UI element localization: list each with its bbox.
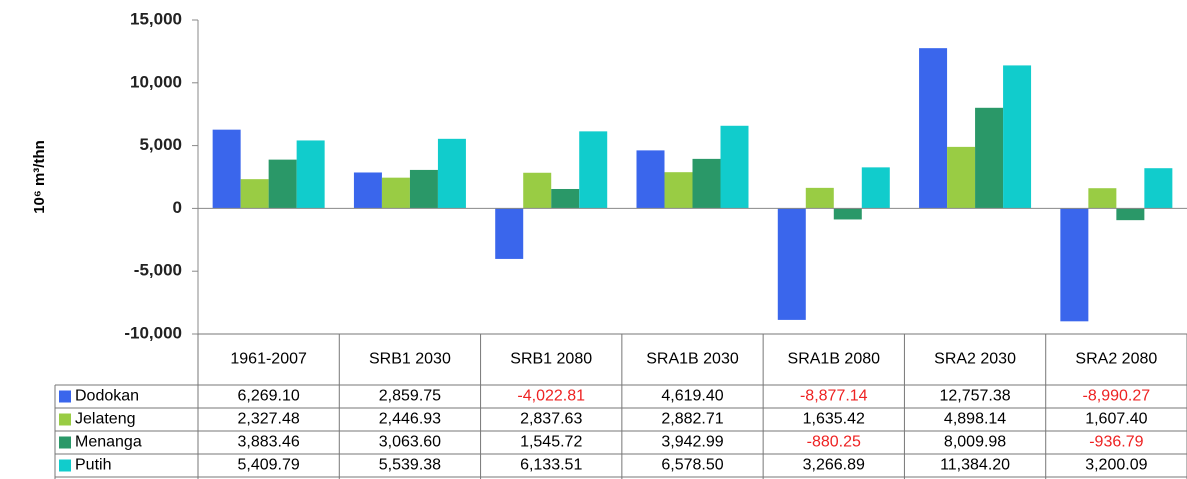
legend-swatch [59, 459, 71, 472]
data-label: -8,877.14 [800, 388, 868, 405]
data-label: 1,607.40 [1085, 411, 1147, 428]
legend-label: Dodokan [75, 388, 139, 405]
data-label: 1,545.72 [520, 434, 582, 451]
y-tick-label: 5,000 [139, 135, 182, 154]
data-label: 11,384.20 [940, 457, 1010, 474]
bar [1116, 208, 1145, 221]
data-label: 12,757.38 [939, 388, 1010, 405]
data-label: 2,327.48 [238, 411, 300, 428]
data-label: 8,009.98 [944, 434, 1006, 451]
y-tick-label: -5,000 [134, 261, 182, 280]
data-label: 5,539.38 [379, 457, 441, 474]
data-label: -8,990.27 [1083, 388, 1151, 405]
data-label: 4,619.40 [661, 388, 723, 405]
bar [381, 177, 410, 209]
legend-label: Jelateng [75, 411, 136, 428]
legend-label: Putih [75, 457, 111, 474]
y-tick-label: -10,000 [124, 323, 182, 342]
bar [523, 172, 552, 209]
legend-swatch [59, 390, 71, 403]
bar [409, 169, 438, 209]
bar [664, 172, 693, 209]
category-label: SRA2 2080 [1075, 351, 1157, 368]
data-label: 2,837.63 [520, 411, 582, 428]
bar [495, 208, 524, 259]
data-label: 3,883.46 [238, 434, 300, 451]
y-axis-label: 10⁶ m³/thn [31, 140, 48, 214]
y-tick-label: 15,000 [130, 9, 182, 28]
bar [636, 150, 665, 209]
legend-swatch [59, 413, 71, 426]
category-label: SRB1 2030 [369, 351, 451, 368]
bar [777, 208, 806, 320]
bar [353, 172, 382, 209]
bar [1088, 188, 1117, 209]
bar [1003, 65, 1032, 209]
data-label: 6,269.10 [238, 388, 300, 405]
data-label: 4,898.14 [944, 411, 1006, 428]
bar [212, 129, 241, 209]
bar [692, 158, 721, 209]
bar [1144, 168, 1173, 209]
legend-swatch [59, 436, 71, 449]
data-label: 6,578.50 [661, 457, 723, 474]
data-label: 1,635.42 [803, 411, 865, 428]
bar [947, 146, 976, 209]
category-label: SRB1 2080 [510, 351, 592, 368]
data-label: 3,942.99 [661, 434, 723, 451]
data-label: 2,882.71 [661, 411, 723, 428]
y-tick-label: 10,000 [130, 72, 182, 91]
category-label: 1961-2007 [230, 351, 307, 368]
bar [437, 138, 466, 209]
y-tick-label: 0 [173, 198, 182, 217]
category-label: SRA1B 2080 [788, 351, 881, 368]
bar [579, 131, 608, 209]
data-label: 2,859.75 [379, 388, 441, 405]
data-label: -4,022.81 [517, 388, 585, 405]
bar [296, 140, 325, 209]
bar [720, 125, 749, 209]
bar [1060, 208, 1089, 322]
category-label: SRA1B 2030 [646, 351, 739, 368]
data-label: 3,063.60 [379, 434, 441, 451]
bar [268, 159, 297, 209]
bar [805, 187, 834, 209]
data-label: 6,133.51 [520, 457, 582, 474]
bar [975, 107, 1004, 209]
bar [833, 208, 862, 220]
category-label: SRA2 2030 [934, 351, 1016, 368]
data-label: 2,446.93 [379, 411, 441, 428]
data-label: -936.79 [1089, 434, 1143, 451]
bar [861, 167, 890, 209]
legend-label: Menanga [75, 434, 142, 451]
data-label: 3,266.89 [803, 457, 865, 474]
bar [551, 188, 580, 209]
data-label: -880.25 [807, 434, 861, 451]
bar [919, 48, 948, 209]
data-label: 3,200.09 [1085, 457, 1147, 474]
bar [240, 179, 269, 209]
data-label: 5,409.79 [238, 457, 300, 474]
